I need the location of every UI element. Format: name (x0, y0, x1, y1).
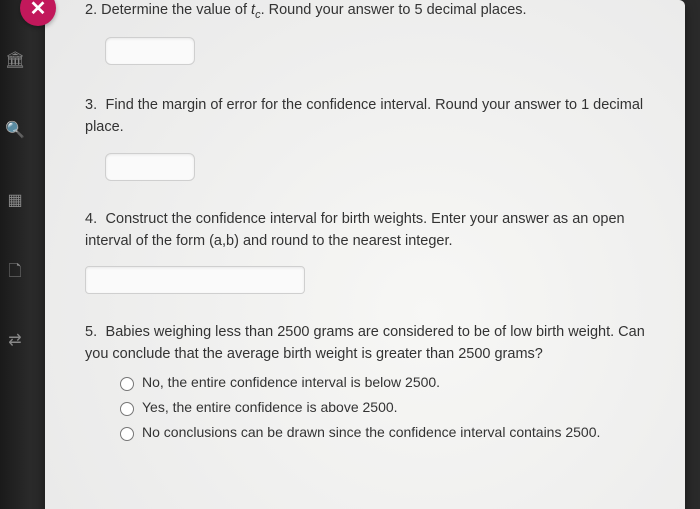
q5-number: 5. (85, 324, 97, 340)
q2-block: 2. Determine the value of tc. Round your… (85, 0, 685, 65)
q3-input[interactable] (105, 153, 195, 181)
q5-radio-2[interactable] (120, 427, 134, 441)
q3-number: 3. (85, 97, 97, 113)
q4-block: 4. Construct the confidence interval for… (85, 209, 655, 295)
q3-block: 3. Find the margin of error for the conf… (85, 95, 655, 181)
question-sheet: 2. Determine the value of tc. Round your… (45, 0, 685, 509)
grid-icon[interactable]: ▦ (5, 190, 25, 210)
close-icon: ✕ (30, 0, 47, 21)
viewport: 🏛 🔍 ▦ 🗋 ⇄ ✕ 2. Determine the value of tc… (0, 0, 700, 509)
q4-text: Construct the confidence interval for bi… (85, 211, 625, 249)
q5-option-1-label: Yes, the entire confidence is above 2500… (142, 399, 398, 415)
transfer-icon[interactable]: ⇄ (5, 330, 25, 350)
q5-option-2-label: No conclusions can be drawn since the co… (142, 424, 600, 440)
q3-text: Find the margin of error for the confide… (85, 97, 643, 135)
institution-icon[interactable]: 🏛 (5, 50, 25, 70)
q5-option-0-label: No, the entire confidence interval is be… (142, 374, 440, 390)
q2-var: tc (251, 2, 261, 18)
page-icon[interactable]: 🗋 (5, 260, 25, 280)
q4-number: 4. (85, 211, 97, 227)
q5-option-0[interactable]: No, the entire confidence interval is be… (115, 374, 655, 391)
q2-suffix: . Round your answer to 5 decimal places. (261, 2, 527, 18)
q5-radio-1[interactable] (120, 402, 134, 416)
q2-prefix: 2. Determine the value of (85, 2, 251, 18)
q5-option-2[interactable]: No conclusions can be drawn since the co… (115, 424, 655, 441)
q2-input[interactable] (105, 37, 195, 65)
q5-radio-0[interactable] (120, 377, 134, 391)
q5-block: 5. Babies weighing less than 2500 grams … (85, 322, 655, 441)
q5-option-1[interactable]: Yes, the entire confidence is above 2500… (115, 399, 655, 416)
search-icon[interactable]: 🔍 (5, 120, 25, 140)
left-rail: 🏛 🔍 ▦ 🗋 ⇄ (0, 0, 30, 509)
q4-input[interactable] (85, 266, 305, 294)
q5-text: Babies weighing less than 2500 grams are… (85, 324, 645, 362)
